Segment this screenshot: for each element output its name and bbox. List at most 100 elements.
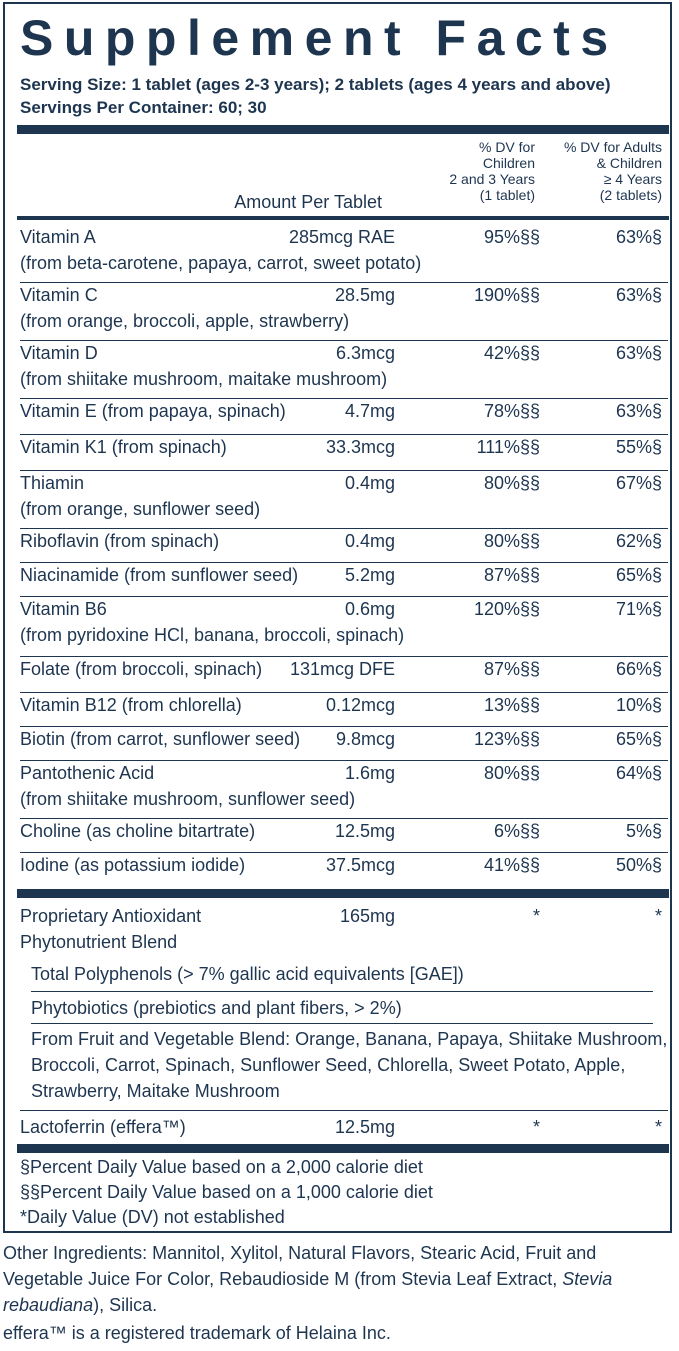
nutrient-row: Thiamin (from orange, sunflower seed) 0.4m… — [20, 471, 668, 529]
serving-size: Serving Size: 1 tablet (ages 2-3 years);… — [20, 75, 611, 94]
thick-divider-footer — [17, 1144, 669, 1153]
nutrient-row: Niacinamide (from sunflower seed) 5.2mg 87… — [20, 563, 668, 597]
nutrient-name: Vitamin D — [20, 343, 98, 363]
nutrient-name: Vitamin C — [20, 285, 98, 305]
nutrient-dv-adults: 63%§ — [615, 227, 662, 247]
nutrient-name: Thiamin — [20, 473, 85, 493]
nutrient-name: Vitamin B6 — [20, 599, 107, 619]
nutrient-dv-children: 87%§§ — [483, 565, 540, 585]
nutrient-amount: 6.3mcg — [335, 343, 395, 363]
nutrient-amount: 0.4mg — [344, 473, 395, 493]
servings-per-container: Servings Per Container: 60; 30 — [20, 98, 267, 117]
other-ingredients-line2: Vegetable Juice For Color, Rebaudioside … — [3, 1269, 613, 1289]
sub-item-text: Total Polyphenols (> 7% gallic acid equi… — [31, 964, 464, 984]
nutrient-dv-adults: 62%§ — [615, 531, 662, 551]
amount-per-tablet-header: Amount Per Tablet — [234, 192, 382, 212]
nutrient-name: Iodine (as potassium iodide) — [20, 855, 246, 875]
nutrient-name: Vitamin E (from papaya, spinach) — [20, 401, 286, 421]
nutrient-amount: 0.12mcg — [325, 695, 395, 715]
other-ingredients-line1: Other Ingredients: Mannitol, Xylitol, Na… — [3, 1243, 597, 1263]
trademark-notice: effera™ is a registered trademark of Hel… — [3, 1323, 391, 1343]
nutrient-amount: 9.8mcg — [335, 729, 395, 749]
nutrient-dv-adults: 63%§ — [615, 343, 662, 363]
nutrient-source: (from shiitake mushroom, maitake mushroo… — [20, 369, 388, 389]
nutrient-row: Choline (as choline bitartrate) 12.5mg 6%§… — [20, 819, 668, 853]
nutrient-row: Vitamin B12 (from chlorella) 0.12mcg 13%§§… — [20, 693, 668, 727]
blend-dv-children: * — [532, 906, 540, 926]
thick-divider — [17, 125, 669, 134]
nutrient-row: Pantothenic Acid (from shiitake mushroom,… — [20, 761, 668, 819]
nutrient-amount: 4.7mg — [344, 401, 395, 421]
nutrient-dv-adults: 65%§ — [615, 565, 662, 585]
footnote-dv-not-established: *Daily Value (DV) not established — [20, 1207, 285, 1227]
nutrient-dv-children: 95%§§ — [483, 227, 540, 247]
nutrient-row: Vitamin C (from orange, broccoli, apple, … — [20, 283, 668, 341]
nutrient-name: Riboflavin (from spinach) — [20, 531, 220, 551]
nutrient-source: (from pyridoxine HCl, banana, broccoli, … — [20, 625, 405, 645]
thick-divider-blend — [17, 889, 669, 898]
nutrient-amount: 12.5mg — [334, 821, 395, 841]
blend-row: Proprietary Antioxidant Phytonutrient Bl… — [20, 904, 668, 958]
lactoferrin-name: Lactoferrin (effera™) — [20, 1117, 186, 1137]
header-dv-adults: % DV for Adults & Children ≥ 4 Years (2 … — [563, 139, 662, 203]
nutrient-name: Pantothenic Acid — [20, 763, 155, 783]
nutrient-amount: 0.6mg — [344, 599, 395, 619]
nutrient-dv-children: 6%§§ — [493, 821, 540, 841]
nutrient-dv-children: 80%§§ — [483, 763, 540, 783]
nutrient-dv-children: 42%§§ — [483, 343, 540, 363]
nutrient-dv-children: 123%§§ — [473, 729, 540, 749]
nutrient-dv-children: 120%§§ — [473, 599, 540, 619]
nutrient-dv-adults: 71%§ — [615, 599, 662, 619]
supplement-facts-panel: Supplement Facts Serving Size: 1 tablet … — [3, 2, 672, 1233]
nutrient-amount: 0.4mg — [344, 531, 395, 551]
nutrient-source: (from beta-carotene, papaya, carrot, swe… — [20, 253, 422, 273]
nutrient-amount: 131mcg DFE — [289, 659, 395, 679]
nutrient-dv-children: 190%§§ — [473, 285, 540, 305]
other-ingredients-line3: rebaudiana), Silica. — [3, 1295, 158, 1315]
blend-sub-phytobiotics: Phytobiotics (prebiotics and plant fiber… — [31, 996, 653, 1024]
nutrient-source: (from orange, sunflower seed) — [20, 499, 261, 519]
nutrient-amount: 1.6mg — [344, 763, 395, 783]
thin-divider — [20, 1110, 668, 1111]
blend-amount: 165mg — [339, 906, 395, 926]
nutrient-name: Choline (as choline bitartrate) — [20, 821, 256, 841]
header-dv-children: % DV for Children 2 and 3 Years (1 table… — [449, 139, 535, 203]
nutrient-dv-children: 78%§§ — [483, 401, 540, 421]
sub-item-text: Strawberry, Maitake Mushroom — [31, 1081, 280, 1101]
nutrient-dv-children: 87%§§ — [483, 659, 540, 679]
nutrient-dv-children: 41%§§ — [483, 855, 540, 875]
sub-item-text: Broccoli, Carrot, Spinach, Sunflower See… — [31, 1055, 626, 1075]
blend-sub-fruit-vegetable: From Fruit and Vegetable Blend: Orange, … — [31, 1027, 667, 1111]
nutrient-dv-children: 80%§§ — [483, 473, 540, 493]
nutrient-name: Biotin (from carrot, sunflower seed) — [20, 729, 301, 749]
header-divider — [17, 216, 669, 220]
nutrient-row: Vitamin E (from papaya, spinach) 4.7mg 78%… — [20, 399, 668, 435]
nutrient-amount: 285mcg RAE — [288, 227, 395, 247]
nutrient-name: Folate (from broccoli, spinach) — [20, 659, 263, 679]
sub-item-text: Phytobiotics (prebiotics and plant fiber… — [31, 998, 402, 1018]
nutrient-source: (from orange, broccoli, apple, strawberr… — [20, 311, 350, 331]
lactoferrin-dv-adults: * — [654, 1117, 662, 1137]
nutrient-name: Vitamin B12 (from chlorella) — [20, 695, 242, 715]
nutrient-row: Iodine (as potassium iodide) 37.5mcg 41%§§… — [20, 853, 668, 885]
nutrient-source: (from shiitake mushroom, sunflower seed) — [20, 789, 356, 809]
nutrient-dv-adults: 55%§ — [615, 437, 662, 457]
sub-item-text: From Fruit and Vegetable Blend: Orange, … — [31, 1029, 668, 1049]
nutrient-name: Niacinamide (from sunflower seed) — [20, 565, 299, 585]
nutrient-row: Folate (from broccoli, spinach) 131mcg DF… — [20, 657, 668, 693]
nutrient-name: Vitamin K1 (from spinach) — [20, 437, 227, 457]
nutrient-row: Biotin (from carrot, sunflower seed) 9.8m… — [20, 727, 668, 761]
nutrient-amount: 5.2mg — [344, 565, 395, 585]
blend-name-line2: Phytonutrient Blend — [20, 932, 178, 952]
nutrient-dv-adults: 50%§ — [615, 855, 662, 875]
nutrient-row: Riboflavin (from spinach) 0.4mg 80%§§ 62%§ — [20, 529, 668, 563]
lactoferrin-dv-children: * — [532, 1117, 540, 1137]
nutrient-row: Vitamin B6 (from pyridoxine HCl, banana, … — [20, 597, 668, 657]
lactoferrin-row: Lactoferrin (effera™) 12.5mg * * — [20, 1115, 668, 1143]
nutrient-dv-adults: 65%§ — [615, 729, 662, 749]
nutrient-dv-children: 13%§§ — [483, 695, 540, 715]
nutrient-dv-adults: 5%§ — [625, 821, 662, 841]
blend-name-line1: Proprietary Antioxidant — [20, 906, 202, 926]
nutrient-amount: 37.5mcg — [325, 855, 395, 875]
nutrient-dv-adults: 10%§ — [615, 695, 662, 715]
